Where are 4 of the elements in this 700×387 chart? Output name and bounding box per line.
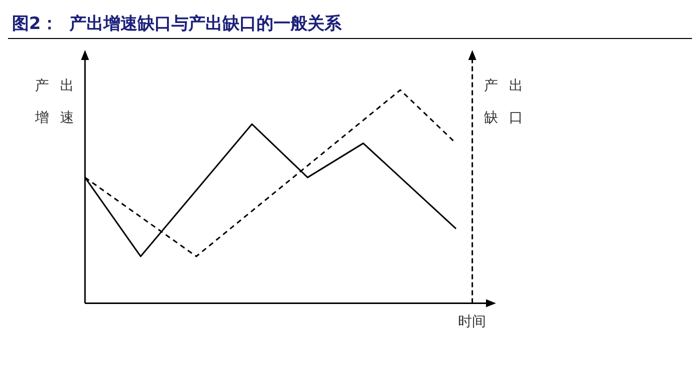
y2-axis-title: 产出缺口 [484, 77, 535, 128]
y-axis-title: 产出增速 [35, 77, 86, 128]
chart-title: 图2： 产出增速缺口与产出缺口的一般关系 [12, 13, 342, 35]
x-axis-title: 时间 [458, 313, 486, 331]
